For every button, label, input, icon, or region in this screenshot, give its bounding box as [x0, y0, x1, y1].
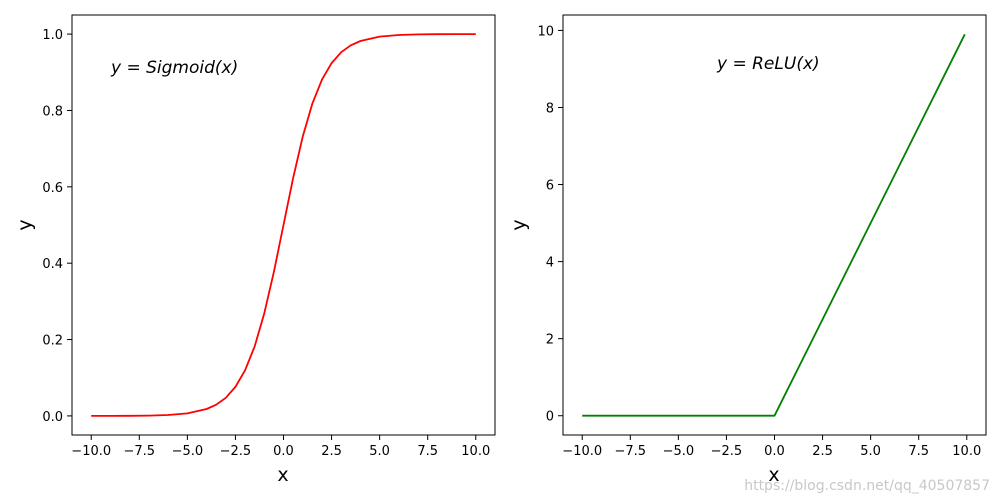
sigmoid-x-axis-label: x — [277, 464, 288, 486]
relu-y-tick-label: 0 — [546, 410, 554, 425]
sigmoid-y-tick-label: 1.0 — [42, 28, 63, 43]
relu-x-tick-label: 2.5 — [812, 444, 833, 459]
relu-annotation: y = ReLU(x) — [716, 54, 820, 74]
sigmoid-x-tick-label: 7.5 — [417, 444, 438, 459]
sigmoid-curve — [91, 33, 476, 417]
sigmoid-subplot: −10.0 −7.5 −5.0 −2.5 0.0 2.5 5.0 7.5 10.0 0.0 0.2… — [14, 14, 496, 486]
sigmoid-x-tick-label: −10.0 — [71, 444, 111, 459]
sigmoid-plot-frame — [71, 14, 496, 436]
sigmoid-y-tick-label: 0.6 — [42, 181, 63, 196]
sigmoid-annotation: y = Sigmoid(x) — [110, 58, 238, 78]
sigmoid-y-tick-label: 0.8 — [42, 104, 63, 119]
relu-x-tick-label: 7.5 — [908, 444, 929, 459]
sigmoid-x-tick-label: 0.0 — [273, 444, 294, 459]
relu-plot-frame — [562, 14, 987, 436]
relu-curve — [582, 33, 966, 417]
sigmoid-x-tick-label: 2.5 — [321, 444, 342, 459]
relu-y-tick-label: 10 — [537, 24, 554, 39]
sigmoid-x-tick-label: −5.0 — [172, 444, 204, 459]
relu-x-tick-label: −7.5 — [615, 444, 647, 459]
sigmoid-x-tick-label: −7.5 — [124, 444, 156, 459]
sigmoid-y-tick-label: 0.4 — [42, 257, 63, 272]
relu-x-tick-label: −2.5 — [711, 444, 743, 459]
relu-y-tick-label: 6 — [546, 179, 554, 194]
sigmoid-x-tick-label: 5.0 — [369, 444, 390, 459]
relu-x-tick-label: −10.0 — [562, 444, 602, 459]
relu-y-tick-label: 2 — [546, 333, 554, 348]
relu-subplot: −10.0 −7.5 −5.0 −2.5 0.0 2.5 5.0 7.5 10.0 0 2 4 6 8 1… — [508, 14, 987, 486]
relu-x-axis-label: x — [768, 464, 779, 486]
sigmoid-x-tick-label: 10.0 — [461, 444, 490, 459]
relu-y-tick-label: 4 — [546, 256, 554, 271]
sigmoid-y-tick-label: 0.0 — [42, 410, 63, 425]
relu-x-tick-label: 10.0 — [952, 444, 981, 459]
relu-y-axis-label: y — [508, 219, 530, 230]
relu-y-tick-label: 8 — [546, 101, 554, 116]
watermark-text: https://blog.csdn.net/qq_40507857 — [744, 478, 990, 494]
relu-x-tick-label: 0.0 — [764, 444, 785, 459]
sigmoid-y-axis-label: y — [14, 219, 36, 230]
sigmoid-x-tick-label: −2.5 — [220, 444, 252, 459]
sigmoid-y-tick-label: 0.2 — [42, 334, 63, 349]
relu-x-tick-label: 5.0 — [860, 444, 881, 459]
relu-x-tick-label: −5.0 — [663, 444, 695, 459]
